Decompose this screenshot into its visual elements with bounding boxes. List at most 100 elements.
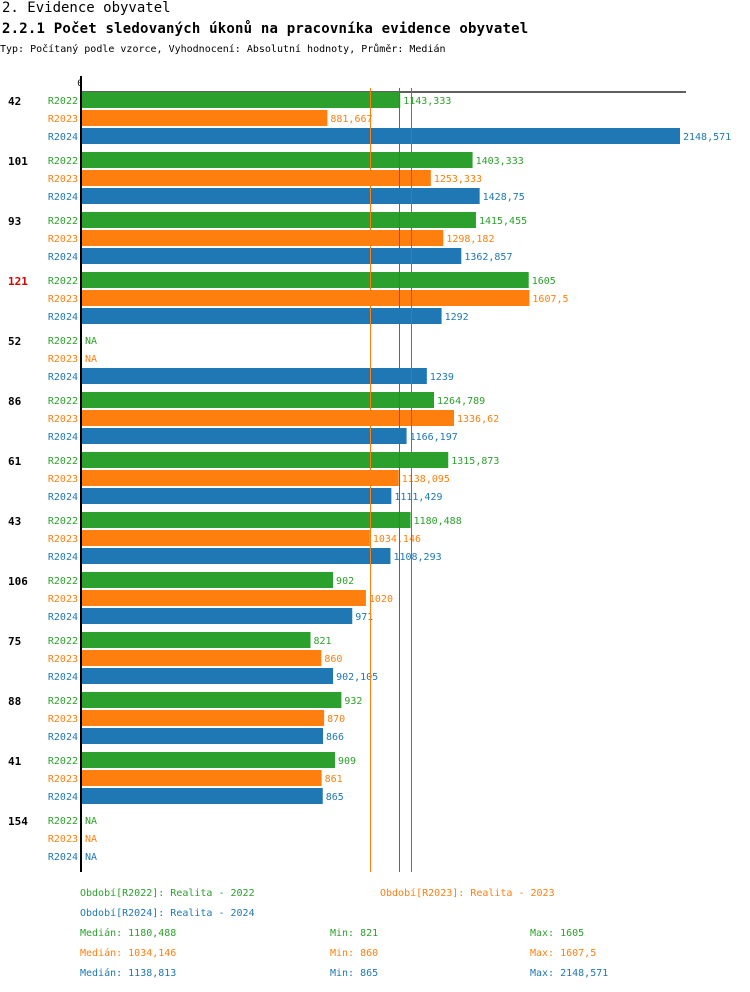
- stat-median-r2023: Medián: 1034,146: [80, 948, 177, 959]
- bar-r2023: [82, 710, 325, 726]
- bar-value-label: 870: [327, 714, 345, 725]
- bar-chart: 042R20221143,333R2023881,667R20242148,57…: [8, 76, 731, 872]
- bar-r2023: [82, 650, 322, 666]
- bar-value-label: NA: [85, 834, 97, 845]
- group-label: 86: [8, 395, 22, 408]
- bar-r2024: [82, 608, 353, 624]
- bar-r2023: [82, 470, 399, 486]
- series-label-r2024: R2024: [48, 252, 78, 263]
- bar-value-label: 1253,333: [434, 174, 482, 185]
- bar-value-label: 1020: [369, 594, 393, 605]
- bar-r2024: [82, 668, 334, 684]
- bar-value-label: 1180,488: [414, 516, 462, 527]
- bar-r2024: [82, 128, 680, 144]
- series-label-r2024: R2024: [48, 732, 78, 743]
- bar-value-label: 1292: [445, 312, 469, 323]
- series-label-r2023: R2023: [48, 114, 78, 125]
- series-label-r2024: R2024: [48, 132, 78, 143]
- series-label-r2022: R2022: [48, 276, 78, 287]
- series-label-r2022: R2022: [48, 756, 78, 767]
- series-label-r2023: R2023: [48, 294, 78, 305]
- series-label-r2023: R2023: [48, 234, 78, 245]
- bar-value-label: 902: [336, 576, 354, 587]
- group-label: 42: [8, 95, 21, 108]
- bar-value-label: 821: [314, 636, 332, 647]
- group-label: 121: [8, 275, 28, 288]
- bar-value-label: 1607,5: [532, 294, 568, 305]
- series-label-r2024: R2024: [48, 312, 78, 323]
- series-label-r2023: R2023: [48, 414, 78, 425]
- series-label-r2022: R2022: [48, 96, 78, 107]
- bar-r2022: [82, 692, 342, 708]
- stat-median-r2022: Medián: 1180,488: [80, 928, 177, 939]
- bar-r2024: [82, 188, 480, 204]
- legend-period-r2022: Období[R2022]: Realita - 2022: [80, 888, 255, 899]
- bar-r2022: [82, 512, 411, 528]
- chart-subtitle: Typ: Počítaný podle vzorce, Vyhodnocení:…: [0, 44, 446, 55]
- group-label: 41: [8, 755, 22, 768]
- bar-value-label: 909: [338, 756, 356, 767]
- bar-value-label: 1315,873: [451, 456, 499, 467]
- series-label-r2023: R2023: [48, 654, 78, 665]
- bar-r2023: [82, 290, 530, 306]
- bar-r2023: [82, 110, 328, 126]
- bar-value-label: 860: [324, 654, 342, 665]
- series-label-r2023: R2023: [48, 594, 78, 605]
- bar-value-label: 1034,146: [373, 534, 421, 545]
- bar-value-label: 1336,62: [457, 414, 499, 425]
- bar-value-label: 1415,455: [479, 216, 527, 227]
- bar-r2022: [82, 452, 449, 468]
- bar-value-label: 1403,333: [476, 156, 524, 167]
- series-label-r2022: R2022: [48, 576, 78, 587]
- series-label-r2022: R2022: [48, 216, 78, 227]
- stat-median-r2024: Medián: 1138,813: [80, 968, 177, 979]
- series-label-r2024: R2024: [48, 192, 78, 203]
- bar-value-label: 1264,789: [437, 396, 485, 407]
- bar-value-label: 1298,182: [446, 234, 494, 245]
- series-label-r2023: R2023: [48, 834, 78, 845]
- series-label-r2022: R2022: [48, 696, 78, 707]
- group-label: 75: [8, 635, 21, 648]
- group-label: 88: [8, 695, 21, 708]
- series-label-r2022: R2022: [48, 456, 78, 467]
- bar-value-label: 1138,095: [402, 474, 450, 485]
- bar-r2022: [82, 632, 311, 648]
- bar-value-label: 881,667: [330, 114, 372, 125]
- series-label-r2024: R2024: [48, 492, 78, 503]
- bar-r2023: [82, 410, 455, 426]
- series-label-r2022: R2022: [48, 816, 78, 827]
- bar-r2024: [82, 788, 323, 804]
- legend-period-r2023: Období[R2023]: Realita - 2023: [380, 888, 555, 899]
- series-label-r2023: R2023: [48, 774, 78, 785]
- bar-value-label: 2148,571: [683, 132, 731, 143]
- bar-value-label: 971: [355, 612, 373, 623]
- series-label-r2022: R2022: [48, 516, 78, 527]
- stat-max-r2023: Max: 1607,5: [530, 948, 597, 959]
- bar-r2023: [82, 230, 444, 246]
- bar-r2024: [82, 488, 392, 504]
- series-label-r2023: R2023: [48, 714, 78, 725]
- bar-value-label: 1605: [532, 276, 556, 287]
- bar-r2022: [82, 152, 473, 168]
- stat-max-r2024: Max: 2148,571: [530, 968, 609, 979]
- bar-value-label: 865: [326, 792, 344, 803]
- bar-value-label: 932: [344, 696, 362, 707]
- bar-value-label: 1108,293: [393, 552, 441, 563]
- bar-r2023: [82, 530, 370, 546]
- group-label: 52: [8, 335, 21, 348]
- bar-r2022: [82, 392, 435, 408]
- section-title: 2. Evidence obyvatel: [2, 0, 171, 16]
- bar-r2023: [82, 770, 322, 786]
- group-label: 43: [8, 515, 21, 528]
- series-label-r2024: R2024: [48, 792, 78, 803]
- bar-value-label: 1143,333: [403, 96, 451, 107]
- stat-min-r2022: Min: 821: [330, 928, 379, 939]
- bar-r2023: [82, 170, 431, 186]
- bar-r2022: [82, 572, 334, 588]
- bar-value-label: NA: [85, 336, 97, 347]
- bar-value-label: 902,105: [336, 672, 378, 683]
- chart-title: 2.2.1 Počet sledovaných úkonů na pracovn…: [2, 21, 529, 37]
- bar-r2023: [82, 590, 366, 606]
- bar-value-label: 1239: [430, 372, 454, 383]
- legend-period-r2024: Období[R2024]: Realita - 2024: [80, 908, 255, 919]
